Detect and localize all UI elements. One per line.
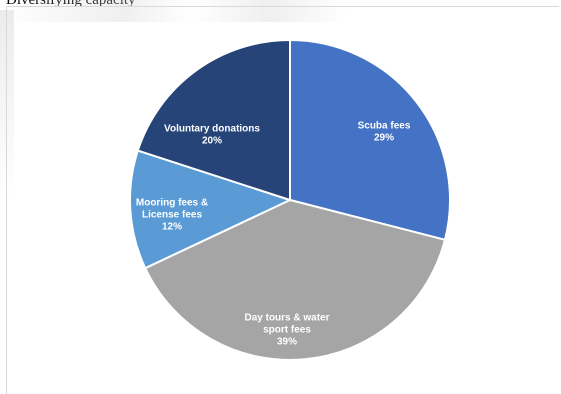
slice-mooring-license bbox=[129, 149, 293, 270]
slice-percent: 20% bbox=[202, 136, 222, 147]
slice-label-line: License fees bbox=[142, 210, 202, 221]
slice-percent: 12% bbox=[162, 222, 182, 233]
slice-voluntary-donations bbox=[136, 38, 291, 202]
chart-frame-top-border bbox=[6, 6, 559, 7]
pie-labels: Scuba fees 29% Day tours & water sport fees… bbox=[136, 121, 411, 348]
slice-percent: 29% bbox=[374, 133, 394, 144]
slice-label-line: Voluntary donations bbox=[164, 124, 260, 135]
slice-label-line: Day tours & water bbox=[244, 313, 329, 324]
slice-label-line: sport fees bbox=[263, 325, 311, 336]
label-voluntary-donations: Voluntary donations 20% bbox=[164, 124, 260, 147]
label-mooring-license: Mooring fees & License fees 12% bbox=[136, 198, 208, 233]
slice-scuba-fees bbox=[289, 38, 451, 242]
label-scuba-fees: Scuba fees 29% bbox=[358, 121, 411, 144]
slice-percent: 39% bbox=[277, 337, 297, 348]
slice-label-line: Mooring fees & bbox=[136, 198, 208, 209]
slice-day-tours bbox=[143, 198, 447, 361]
pie-slices bbox=[129, 38, 451, 361]
chart-frame-left-border bbox=[6, 6, 7, 394]
cropped-heading-text: Diversifying capacity bbox=[6, 0, 136, 8]
slice-label-line: Scuba fees bbox=[358, 121, 411, 132]
label-day-tours: Day tours & water sport fees 39% bbox=[244, 313, 329, 348]
